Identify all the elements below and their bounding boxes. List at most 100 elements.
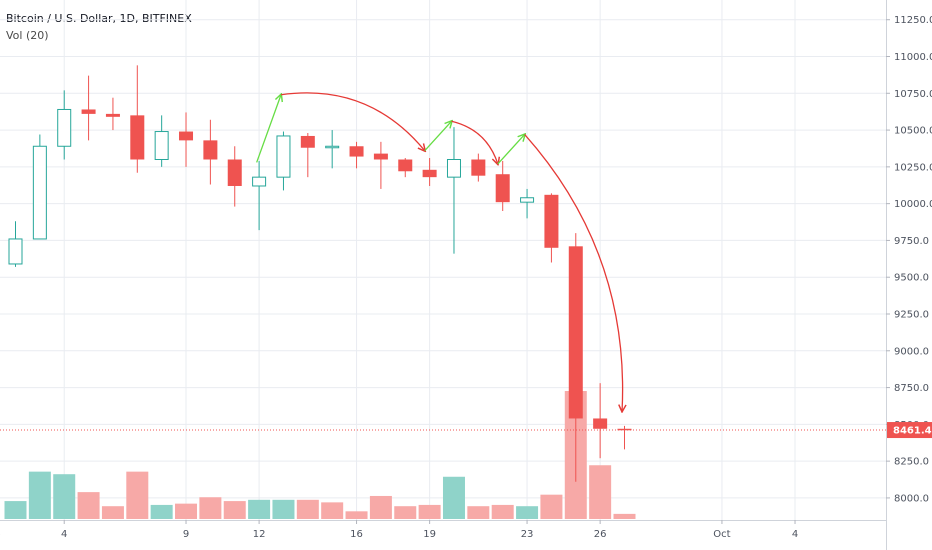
volume-bars (4, 391, 636, 519)
price-tick-label: 8750.0 (894, 383, 929, 394)
volume-bar (150, 504, 173, 519)
candle (520, 188, 535, 219)
candle (495, 160, 510, 211)
price-tick-label: 9250.0 (894, 310, 929, 321)
price-tick-label: 8250.0 (894, 457, 929, 468)
price-axis[interactable]: 8000.08250.08500.08750.09000.09250.09500… (886, 0, 932, 550)
candle-body (154, 131, 169, 161)
candle-body (276, 135, 291, 178)
time-tick-label: Oct (713, 529, 730, 540)
volume-bar (77, 492, 100, 519)
volume-bar (199, 497, 222, 519)
candle (252, 160, 267, 231)
price-tick-label: 11250.0 (894, 15, 932, 26)
red-curve-arrow (524, 134, 623, 411)
candle-body (179, 131, 194, 141)
volume-bar (369, 495, 392, 519)
candle-body (203, 140, 218, 160)
candle (568, 233, 583, 482)
candle-body (349, 146, 364, 157)
candle-body (325, 145, 340, 149)
candle-body (446, 159, 461, 178)
volume-indicator-label: Vol (20) (6, 29, 49, 42)
candle (617, 425, 632, 450)
candle-body (105, 113, 120, 117)
price-axis-background (886, 0, 932, 550)
red-curve-arrow (451, 120, 498, 164)
candle (81, 75, 96, 141)
candle-body (593, 418, 608, 429)
volume-bar (516, 506, 539, 519)
price-tick-label: 11000.0 (894, 52, 932, 63)
candle-body (398, 159, 413, 172)
price-tick-label: 9750.0 (894, 236, 929, 247)
symbol-title: Bitcoin / U.S. Dollar, 1D, BITFINEX (6, 12, 192, 25)
candle-body (32, 145, 47, 240)
last-price-tag (887, 422, 932, 439)
chart-grid (0, 0, 886, 520)
candle-body (252, 176, 267, 187)
candle (446, 127, 461, 254)
candle-body (57, 108, 72, 147)
candle (105, 97, 120, 131)
candle-body (300, 135, 315, 148)
candle-body (568, 246, 583, 419)
volume-bar (53, 474, 76, 519)
time-tick-label: 4 (792, 529, 798, 540)
volume-bar (28, 471, 51, 519)
price-tick-label: 8000.0 (894, 493, 929, 504)
candle (422, 158, 437, 186)
candle-body (373, 153, 388, 160)
volume-bar (589, 465, 612, 519)
volume-bar (491, 504, 514, 519)
volume-bar (175, 503, 198, 519)
candle (349, 141, 364, 169)
candle (203, 119, 218, 185)
candle (325, 130, 340, 169)
candle-body (471, 159, 486, 176)
volume-bar (223, 501, 246, 519)
volume-bar (296, 499, 319, 519)
volume-bar (4, 501, 27, 519)
price-tick-label: 9500.0 (894, 273, 929, 284)
candle (154, 115, 169, 167)
candle-body (495, 174, 510, 203)
time-axis-background (0, 520, 886, 550)
red-curve-arrow (280, 92, 425, 151)
volume-bar (321, 502, 344, 519)
time-tick-label: 4 (61, 529, 67, 540)
volume-bar (540, 494, 563, 519)
candle (130, 65, 145, 173)
candle-body (544, 194, 559, 248)
time-tick-label: 23 (521, 529, 534, 540)
volume-bar (613, 513, 636, 519)
candle (373, 141, 388, 189)
trend-annotations (0, 92, 886, 431)
volume-bar (272, 499, 295, 519)
candle-body (8, 238, 23, 265)
volume-bar (418, 504, 441, 519)
candle-body (227, 159, 242, 186)
volume-bar (345, 511, 368, 519)
price-tick-label: 10000.0 (894, 199, 932, 210)
candlesticks (8, 65, 632, 482)
green-arrow (424, 121, 452, 152)
volume-bar (126, 471, 149, 519)
time-axis[interactable]: Sep 4 9 12 16 19 23 26 Oct 4 (0, 520, 886, 550)
candle-body (81, 109, 96, 114)
candle (300, 133, 315, 178)
time-tick-label: 9 (183, 529, 189, 540)
candle-body (520, 197, 535, 203)
volume-bar (467, 506, 490, 519)
candle (57, 90, 72, 160)
green-arrow (256, 95, 281, 163)
candle (32, 134, 47, 240)
time-tick-label: 16 (350, 529, 363, 540)
candle (227, 146, 242, 207)
volume-bar (101, 506, 124, 519)
last-price-label: 8461.4 (893, 426, 932, 437)
chart-legend: Bitcoin / U.S. Dollar, 1D, BITFINEX Vol … (6, 10, 192, 44)
candle (276, 131, 291, 191)
volume-bar (394, 506, 417, 519)
